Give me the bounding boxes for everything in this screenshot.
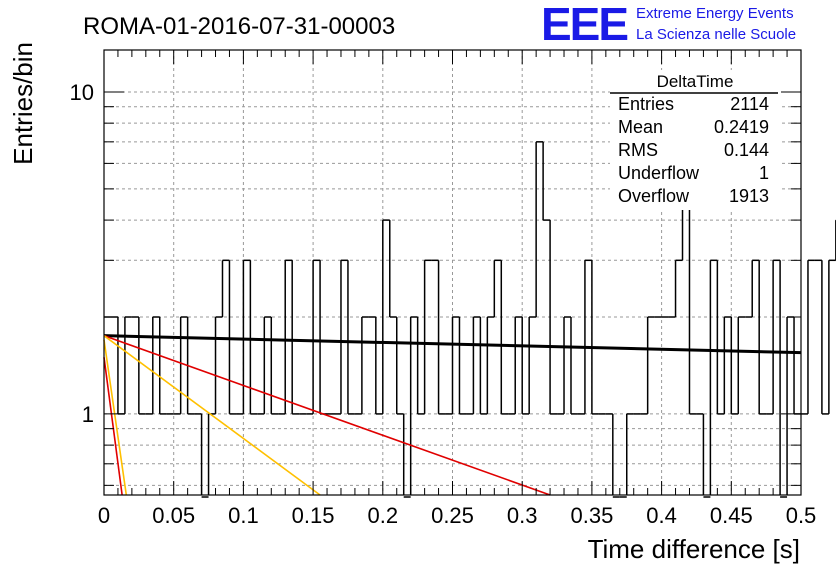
x-tick-label: 0.35: [570, 503, 613, 528]
stats-label: Entries: [618, 94, 674, 114]
logo-line-2: La Scienza nelle Scuole: [636, 26, 796, 43]
x-tick-label: 0.45: [710, 503, 753, 528]
y-tick-label: 10: [70, 80, 94, 105]
stats-label: Underflow: [618, 163, 700, 183]
run-title: ROMA-01-2016-07-31-00003: [83, 13, 395, 40]
eee-logo: EEE Extreme Energy Events La Scienza nel…: [541, 0, 796, 50]
stats-box: DeltaTime Entries 2114 Mean 0.2419 RMS 0.144 U…: [610, 70, 780, 210]
fit-line: [103, 335, 321, 496]
x-tick-label: 0.5: [786, 503, 817, 528]
stats-value: 1: [759, 163, 769, 183]
plot-frame: [103, 49, 802, 496]
axis-ticks: 0 0.05 0.1 0.15 0.2 0.25 0.3 0.35 0.4 0.45 0.5 1 10: [70, 50, 817, 528]
stats-label: Mean: [618, 117, 663, 137]
x-tick-label: 0.2: [368, 503, 399, 528]
x-tick-label: 0.05: [152, 503, 195, 528]
fit-line: [103, 334, 551, 496]
y-axis-label: Entries/bin: [8, 42, 38, 165]
x-tick-label: 0.15: [292, 503, 335, 528]
fit-line: [103, 339, 128, 496]
x-tick-label: 0.25: [431, 503, 474, 528]
stats-value: 1913: [729, 186, 769, 206]
logo-mark: EEE: [541, 0, 627, 50]
x-tick-label: 0.3: [507, 503, 538, 528]
stats-value: 0.144: [724, 140, 769, 160]
logo-line-1: Extreme Energy Events: [636, 5, 794, 22]
fit-lines-layer: [103, 334, 802, 496]
y-tick-label: 1: [82, 402, 94, 427]
x-tick-label: 0.1: [228, 503, 259, 528]
stats-value: 2114: [730, 94, 769, 114]
fit-line: [103, 357, 123, 496]
stats-value: 0.2419: [714, 117, 769, 137]
stats-label: RMS: [618, 140, 658, 160]
x-tick-label: 0.4: [646, 503, 677, 528]
stats-title: DeltaTime: [657, 72, 734, 91]
x-axis-label: Time difference [s]: [588, 534, 800, 564]
x-tick-label: 0: [98, 503, 110, 528]
stats-label: Overflow: [618, 186, 690, 206]
fit-line: [103, 334, 802, 355]
histogram-layer: [104, 141, 836, 498]
